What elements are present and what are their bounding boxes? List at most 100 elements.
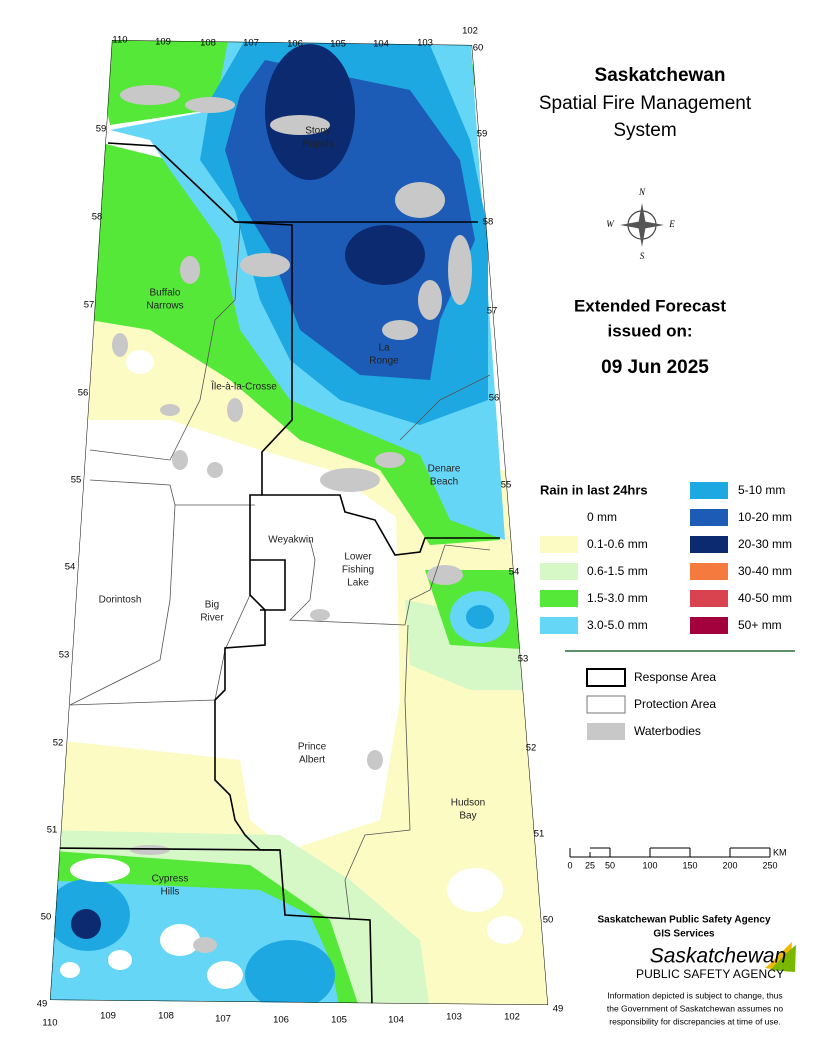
- response-line: [250, 559, 286, 611]
- compass-star: [620, 203, 664, 247]
- place-label: Lake: [347, 578, 369, 589]
- legend-swatch: [540, 509, 578, 526]
- graticule-label: 50: [543, 915, 554, 926]
- graticule-label: 57: [84, 300, 95, 311]
- place-label: Cypress: [152, 874, 189, 885]
- rain-zone: [447, 868, 503, 912]
- forecast-heading: issued on:: [607, 321, 692, 340]
- waterbody: [310, 609, 330, 621]
- scale-label: 50: [605, 860, 615, 870]
- graticule-label: 109: [155, 37, 171, 48]
- place-label: Big: [205, 600, 219, 611]
- scale-label: 0: [567, 860, 572, 870]
- logo-name: Saskatchewan: [650, 945, 787, 968]
- waterbody: [207, 462, 223, 478]
- rain-zone: [466, 605, 494, 629]
- legend-title: Rain in last 24hrs: [540, 482, 648, 497]
- legend-label: 3.0-5.0 mm: [587, 618, 648, 632]
- place-label: Narrows: [146, 301, 183, 312]
- rain-zone: [126, 350, 154, 374]
- place-label: Prince: [298, 742, 327, 753]
- graticule-label: 106: [287, 39, 303, 50]
- logo-mark: [770, 945, 796, 972]
- agency: Saskatchewan Public Safety Agency: [597, 915, 770, 926]
- protection-line: [399, 374, 491, 441]
- logo-sub: PUBLIC SAFETY AGENCY: [636, 967, 784, 981]
- graticule-label: 50: [41, 912, 52, 923]
- place-label: Denare: [428, 464, 461, 475]
- boundary-label: Response Area: [634, 670, 716, 684]
- place-label: Hudson: [451, 798, 485, 809]
- protection-line: [289, 539, 491, 626]
- waterbody: [427, 565, 463, 585]
- waterbody: [227, 398, 243, 422]
- scale-label: 250: [762, 860, 777, 870]
- compass-letter: S: [640, 251, 645, 261]
- waterbody: [185, 97, 235, 113]
- legend-swatch: [690, 563, 728, 580]
- waterbody: [395, 182, 445, 218]
- place-label: Weyakwin: [268, 535, 313, 546]
- place-label: Buffalo: [150, 288, 181, 299]
- place-label: Beach: [430, 477, 458, 488]
- rain-zone: [71, 909, 101, 939]
- legend-label: 20-30 mm: [738, 537, 792, 551]
- legend-label: 0.6-1.5 mm: [587, 564, 648, 578]
- waterbody: [112, 333, 128, 357]
- graticule-label: 59: [96, 124, 107, 135]
- waterbody: [448, 235, 472, 305]
- legend-swatch: [540, 617, 578, 634]
- waterbody: [240, 253, 290, 277]
- legend-label: 10-20 mm: [738, 510, 792, 524]
- place-label: Île-à-la-Crosse: [210, 380, 277, 393]
- legend-swatch: [690, 617, 728, 634]
- protection-line: [89, 479, 255, 506]
- graticule-label: 54: [509, 567, 520, 578]
- response-line: [234, 221, 500, 556]
- legend-swatch: [540, 563, 578, 580]
- place-label: Bay: [459, 811, 476, 822]
- graticule-label: 53: [518, 654, 529, 665]
- place-label: Ronge: [369, 356, 399, 367]
- scale-label: 200: [722, 860, 737, 870]
- waterbody: [180, 256, 200, 284]
- protection-line: [69, 504, 251, 706]
- place-label: Albert: [299, 755, 325, 766]
- legend-swatch: [540, 536, 578, 553]
- graticule-label: 55: [501, 480, 512, 491]
- disclaimer: Information depicted is subject to chang…: [607, 990, 782, 1000]
- rain-zone: [160, 924, 200, 956]
- scale-label: 100: [642, 860, 657, 870]
- subtitle: Spatial Fire Management: [539, 93, 752, 114]
- waterbody: [320, 468, 380, 492]
- compass-letter: N: [638, 187, 646, 197]
- scale-label: 150: [682, 860, 697, 870]
- graticule-label: 108: [158, 1011, 174, 1022]
- place-label: Hills: [161, 887, 180, 898]
- boundary-swatch: [586, 668, 626, 687]
- graticule-label: 107: [243, 38, 259, 49]
- rain-zone: [50, 470, 548, 1005]
- place-label: Fishing: [342, 565, 374, 576]
- legend-swatch: [690, 536, 728, 553]
- waterbody: [367, 750, 383, 770]
- graticule-label: 103: [417, 38, 433, 49]
- place-label: Rapids: [302, 139, 333, 150]
- subtitle: System: [613, 120, 676, 141]
- graticule-label: 60: [473, 43, 484, 54]
- graticule-label: 104: [373, 39, 389, 50]
- protection-line: [344, 624, 411, 921]
- waterbody: [270, 115, 330, 135]
- place-label: Dorintosh: [99, 595, 142, 606]
- scale-bar: [569, 847, 771, 858]
- compass-letter: W: [606, 219, 615, 229]
- boundary-label: Protection Area: [634, 697, 716, 711]
- protection-line: [89, 224, 241, 461]
- forecast-date: 09 Jun 2025: [601, 357, 709, 378]
- place-label: River: [200, 613, 224, 624]
- boundary-label: Waterbodies: [634, 724, 701, 738]
- legend-swatch: [690, 590, 728, 607]
- rain-zone: [487, 916, 523, 944]
